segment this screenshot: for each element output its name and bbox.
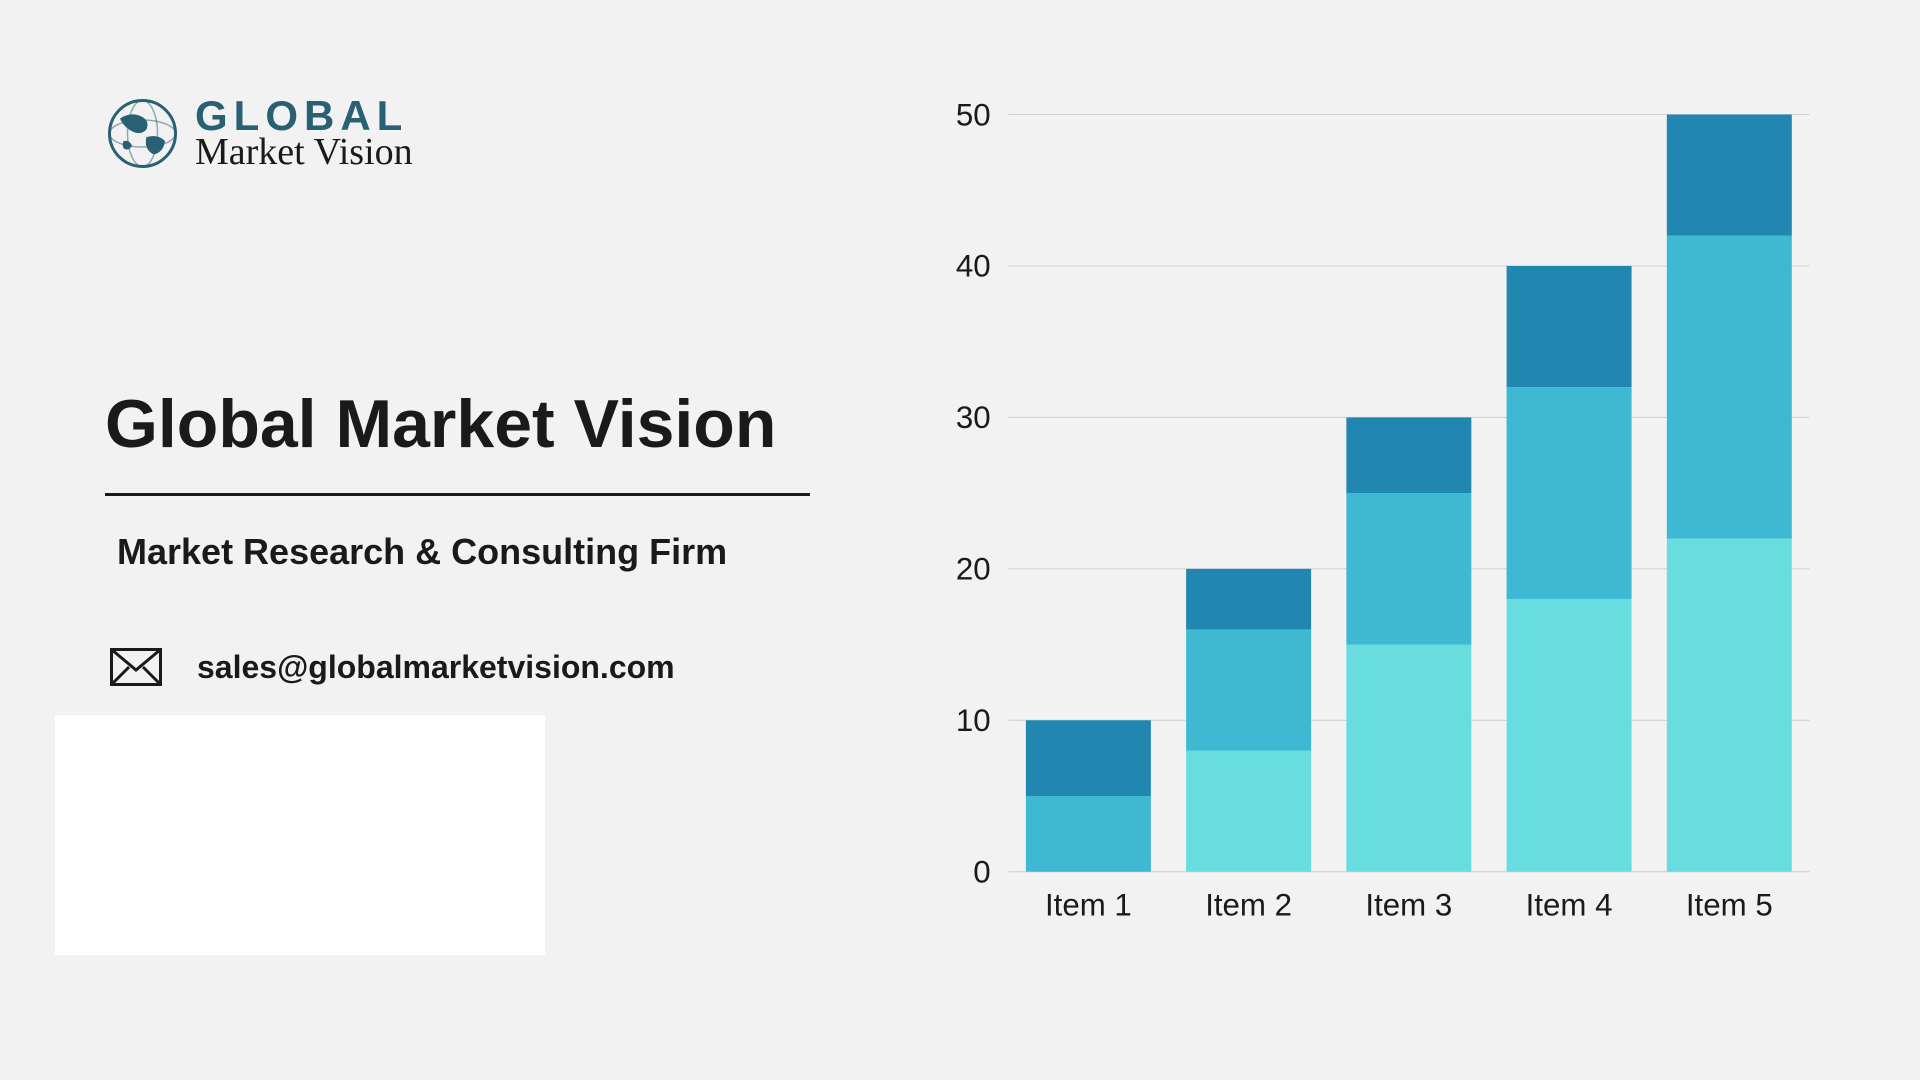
bar-segment bbox=[1346, 417, 1471, 493]
y-tick-label: 0 bbox=[973, 854, 990, 889]
y-tick-label: 50 bbox=[956, 97, 991, 132]
email-address: sales@globalmarketvision.com bbox=[197, 649, 675, 686]
y-tick-label: 30 bbox=[956, 400, 991, 435]
bar-segment bbox=[1667, 539, 1792, 872]
white-box bbox=[55, 715, 545, 955]
bar-segment bbox=[1186, 751, 1311, 872]
title-divider bbox=[105, 493, 810, 496]
logo-text-market-vision: Market Vision bbox=[195, 133, 413, 171]
bar-segment bbox=[1507, 266, 1632, 387]
page-title: Global Market Vision bbox=[105, 385, 810, 463]
globe-icon bbox=[105, 96, 180, 171]
bar-segment bbox=[1507, 599, 1632, 872]
logo-area: GLOBAL Market Vision bbox=[105, 95, 413, 171]
contact-row: sales@globalmarketvision.com bbox=[110, 648, 810, 686]
subtitle: Market Research & Consulting Firm bbox=[117, 531, 810, 573]
bar-chart: 0 10 20 30 40 50 Item 1 Item 2 Item 3 Item 4 Item … bbox=[880, 95, 1840, 945]
bar-segment bbox=[1186, 629, 1311, 750]
bar-segment bbox=[1507, 387, 1632, 599]
y-tick-label: 20 bbox=[956, 552, 991, 587]
x-tick-label: Item 5 bbox=[1686, 888, 1773, 923]
bar-segment bbox=[1667, 115, 1792, 236]
x-tick-label: Item 3 bbox=[1365, 888, 1452, 923]
y-tick-label: 10 bbox=[956, 703, 991, 738]
logo-text: GLOBAL Market Vision bbox=[195, 95, 413, 171]
bar-segment bbox=[1026, 796, 1151, 872]
y-tick-label: 40 bbox=[956, 249, 991, 284]
heading-area: Global Market Vision Market Research & C… bbox=[105, 385, 810, 686]
bar-segment bbox=[1667, 236, 1792, 539]
chart-svg: 0 10 20 30 40 50 Item 1 Item 2 Item 3 Item 4 Item … bbox=[880, 95, 1840, 945]
email-icon bbox=[110, 648, 162, 686]
bar-segment bbox=[1346, 645, 1471, 872]
bar-segment bbox=[1346, 493, 1471, 644]
x-tick-label: Item 1 bbox=[1045, 888, 1132, 923]
bar-segment bbox=[1026, 720, 1151, 796]
bar-segment bbox=[1186, 569, 1311, 630]
x-tick-label: Item 4 bbox=[1526, 888, 1613, 923]
x-tick-label: Item 2 bbox=[1205, 888, 1292, 923]
